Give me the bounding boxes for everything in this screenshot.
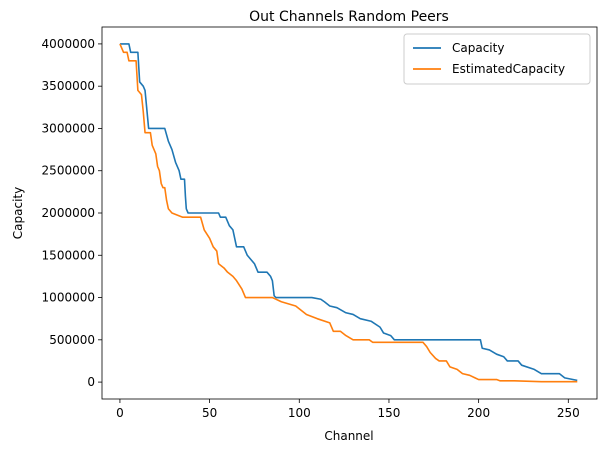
series-layer [119,43,578,383]
chart-title: Out Channels Random Peers [249,9,449,25]
series-line-capacity [119,43,578,382]
y-tick-label: 1000000 [42,291,95,305]
y-tick-label: 3500000 [42,79,95,93]
y-tick-label: 0 [87,375,95,389]
y-tick-label: 500000 [49,333,95,347]
x-tick-label: 150 [378,406,401,420]
x-axis-label: Channel [324,429,373,443]
x-tick-label: 100 [288,406,311,420]
x-tick-label: 250 [557,406,580,420]
x-tick-label: 0 [116,406,124,420]
legend-entry: EstimatedCapacity [452,62,565,76]
y-tick-label: 2000000 [42,206,95,220]
legend-box [403,33,591,85]
x-tick-label: 200 [467,406,490,420]
y-tick-label: 2500000 [42,164,95,178]
legend-entry: Capacity [452,41,504,55]
y-axis-label: Capacity [11,187,25,239]
legend-items: Capacity EstimatedCapacity [413,41,565,76]
y-tick-label: 4000000 [42,37,95,51]
y-tick-label: 3000000 [42,121,95,135]
x-axis-ticks: 0 50 100 150 200 250 [116,399,580,420]
y-axis-ticks: 0 500000 1000000 1500000 2000000 2500000 30000… [42,37,102,389]
x-tick-label: 50 [202,406,217,420]
series-line-estimatedcapacity [119,43,578,383]
legend: Capacity EstimatedCapacity [403,33,591,85]
y-tick-label: 1500000 [42,248,95,262]
